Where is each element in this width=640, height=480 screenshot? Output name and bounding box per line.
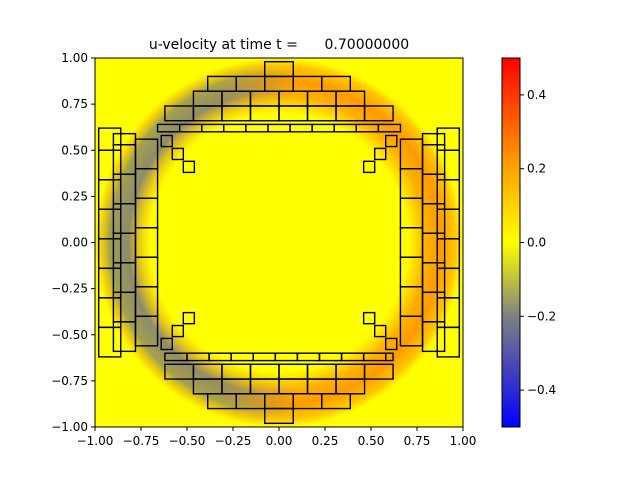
mesh-cell (436, 127, 461, 151)
y-axis: 1.00 0.75 0.50 0.25 0.00 −0.25 −0.50 −0.75 −1.00 (51, 51, 95, 434)
mesh-cell (363, 363, 394, 380)
y-tick-label: 0.25 (61, 189, 88, 203)
x-tick-label: 0.00 (266, 434, 293, 448)
y-tick-label: 0.50 (61, 143, 88, 157)
mesh-cell (373, 324, 387, 338)
y-tick-label: −0.75 (51, 374, 88, 388)
mesh-cell (171, 147, 185, 161)
mesh-cell (182, 160, 196, 174)
x-tick-label: −1.00 (77, 434, 114, 448)
mesh-cell (362, 160, 376, 174)
x-tick-label: 1.00 (450, 434, 477, 448)
mesh-cell (363, 105, 394, 122)
colorbar-tick-label: −0.2 (527, 309, 556, 323)
x-tick-label: 0.25 (312, 434, 339, 448)
mesh-cell (385, 352, 394, 362)
x-axis: −1.00 −0.75 −0.50 −0.25 0.00 0.25 0.50 0.75 1.00 (77, 427, 477, 448)
x-tick-label: −0.75 (123, 434, 160, 448)
mesh-cell (385, 337, 398, 351)
mesh-cell (134, 138, 159, 170)
colorbar-tick-label: 0.0 (527, 236, 546, 250)
y-tick-label: 0.00 (61, 236, 88, 250)
mesh-cell (399, 138, 424, 170)
colorbar-tick-label: 0.4 (527, 88, 546, 102)
mesh-cell (160, 134, 173, 148)
colorbar-tick-label: −0.4 (527, 383, 556, 397)
mesh-cell (97, 127, 122, 151)
mesh-cell (373, 147, 387, 161)
y-tick-label: −0.25 (51, 282, 88, 296)
y-tick-label: −0.50 (51, 328, 88, 342)
mesh-overlay (97, 60, 461, 425)
mesh-cell (182, 311, 196, 325)
colorbar-gradient (501, 57, 521, 428)
x-tick-label: 0.75 (404, 434, 431, 448)
mesh-cell (362, 311, 376, 325)
colorbar: 0.4 0.2 0.0 −0.2 −0.4 (501, 57, 556, 428)
mesh-cell (160, 337, 173, 351)
colorbar-ticks: 0.4 0.2 0.0 −0.2 −0.4 (520, 88, 556, 397)
x-tick-label: 0.50 (358, 434, 385, 448)
chart-title: u-velocity at time t = 0.70000000 (149, 37, 409, 53)
plot-area (95, 58, 463, 427)
y-tick-label: 1.00 (61, 51, 88, 65)
mesh-cell (377, 123, 402, 133)
colorbar-tick-label: 0.2 (527, 162, 546, 176)
y-tick-label: 0.75 (61, 97, 88, 111)
x-tick-label: −0.50 (169, 434, 206, 448)
mesh-cell (385, 134, 398, 148)
mesh-cell (171, 324, 185, 338)
y-tick-label: −1.00 (51, 420, 88, 434)
x-tick-label: −0.25 (215, 434, 252, 448)
